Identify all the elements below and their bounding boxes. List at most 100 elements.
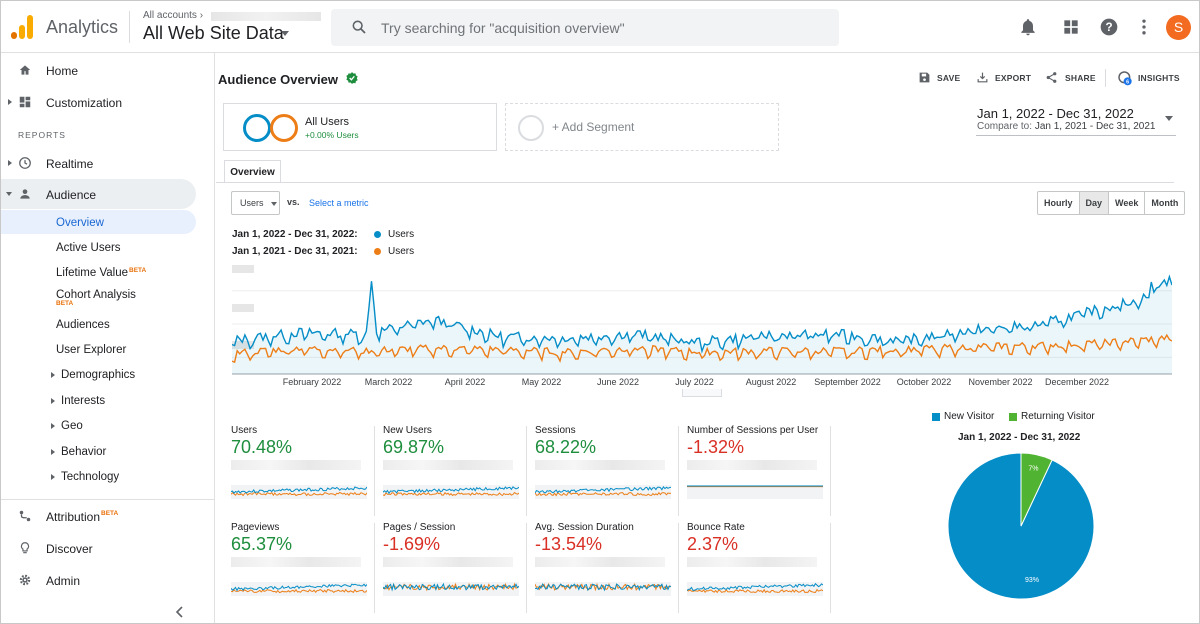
sidebar-item-interests[interactable]: Interests bbox=[61, 395, 106, 407]
legend-range-previous: Jan 1, 2021 - Dec 31, 2021: bbox=[232, 246, 358, 257]
metric-card-avg-session-duration[interactable]: Avg. Session Duration -13.54% bbox=[535, 522, 673, 602]
clock-icon bbox=[19, 157, 31, 169]
visitor-pie-chart[interactable]: 93% 7% bbox=[946, 451, 1096, 601]
users-line-chart[interactable]: February 2022 March 2022 April 2022 May 202… bbox=[232, 259, 1172, 389]
sidebar-item-overview[interactable]: Overview bbox=[56, 217, 104, 229]
metric-card-number-of-sessions-per-user[interactable]: Number of Sessions per User -1.32% bbox=[687, 425, 825, 505]
save-button[interactable]: SAVE bbox=[937, 73, 961, 83]
divider bbox=[129, 11, 130, 43]
metric-card-new-users[interactable]: New Users 69.87% bbox=[383, 425, 521, 505]
sidebar-item-customization[interactable]: Customization bbox=[1, 87, 197, 117]
metric-card-pageviews[interactable]: Pageviews 65.37% bbox=[231, 522, 369, 602]
sidebar-item-audiences[interactable]: Audiences bbox=[56, 319, 110, 331]
legend-dot-icon bbox=[374, 248, 381, 255]
sidebar-item-admin[interactable]: Admin bbox=[1, 565, 197, 595]
analytics-logo-icon[interactable] bbox=[11, 15, 33, 39]
apps-grid-icon[interactable] bbox=[1061, 17, 1081, 37]
sidebar-item-discover[interactable]: Discover bbox=[1, 533, 197, 563]
legend-dot-icon bbox=[374, 231, 381, 238]
account-breadcrumb[interactable]: All accounts › bbox=[143, 10, 204, 21]
avatar[interactable]: S bbox=[1166, 15, 1191, 40]
share-button[interactable]: SHARE bbox=[1065, 73, 1096, 83]
sparkline-current bbox=[535, 486, 671, 494]
select-metric-link[interactable]: Select a metric bbox=[309, 198, 369, 208]
x-tick-label: May 2022 bbox=[522, 377, 562, 387]
sidebar-item-user-explorer[interactable]: User Explorer bbox=[56, 344, 127, 356]
search-bar[interactable] bbox=[331, 9, 839, 46]
sidebar-item-behavior[interactable]: Behavior bbox=[61, 446, 107, 458]
metric-value: -1.32% bbox=[687, 437, 745, 457]
divider bbox=[374, 426, 375, 516]
sparkline-current bbox=[231, 583, 367, 592]
granularity-month-button[interactable]: Month bbox=[1151, 198, 1179, 208]
granularity-day-button[interactable]: Day bbox=[1079, 192, 1110, 214]
pie-slice-returning-visitor[interactable] bbox=[1020, 452, 1053, 527]
metric-name: New Users bbox=[383, 425, 432, 436]
granularity-week-button[interactable]: Week bbox=[1109, 192, 1146, 214]
sidebar-item-technology[interactable]: Technology bbox=[61, 471, 120, 483]
metric-card-pages-session[interactable]: Pages / Session -1.69% bbox=[383, 522, 521, 602]
metric-name: Avg. Session Duration bbox=[535, 522, 634, 533]
expand-arrow-icon bbox=[51, 372, 55, 378]
chevron-left-icon[interactable] bbox=[175, 606, 185, 618]
tab-overview[interactable]: Overview bbox=[224, 160, 281, 183]
chart-expand-handle[interactable] bbox=[682, 389, 722, 397]
sidebar-item-audience[interactable]: Audience bbox=[1, 179, 197, 209]
search-input[interactable] bbox=[381, 9, 821, 46]
share-icon bbox=[1046, 72, 1057, 83]
bell-icon[interactable] bbox=[1018, 17, 1038, 37]
metric-card-users[interactable]: Users 70.48% bbox=[231, 425, 369, 505]
series-area-current bbox=[232, 276, 1172, 374]
metric-sparkline bbox=[231, 582, 367, 596]
date-range[interactable]: Jan 1, 2022 - Dec 31, 2022 bbox=[977, 106, 1134, 121]
redacted-metric-totals bbox=[383, 557, 513, 567]
add-segment-label: + Add Segment bbox=[552, 120, 635, 134]
sparkline-bg bbox=[383, 485, 519, 499]
home-icon bbox=[19, 65, 31, 75]
metric-sparkline bbox=[231, 485, 367, 499]
export-icon bbox=[977, 72, 988, 83]
insights-button[interactable]: INSIGHTS bbox=[1138, 73, 1180, 83]
segment-all-users[interactable]: All Users +0.00% Users bbox=[223, 103, 497, 151]
sparkline-current bbox=[383, 486, 519, 495]
sparkline-previous bbox=[383, 491, 519, 497]
sidebar-item-home[interactable]: Home bbox=[1, 55, 197, 85]
metric-card-bounce-rate[interactable]: Bounce Rate 2.37% bbox=[687, 522, 825, 602]
compare-range[interactable]: Compare to: Jan 1, 2021 - Dec 31, 2021 bbox=[977, 121, 1156, 132]
pie-slice-label: 7% bbox=[1028, 465, 1038, 472]
metric-name: Sessions bbox=[535, 425, 576, 436]
metric-value: 68.22% bbox=[535, 437, 597, 457]
caret-down-icon[interactable] bbox=[1165, 116, 1173, 121]
granularity-hourly-button[interactable]: Hourly bbox=[1038, 192, 1080, 214]
sidebar-item-active-users[interactable]: Active Users bbox=[56, 242, 121, 254]
x-tick-label: February 2022 bbox=[283, 377, 342, 387]
metric-card-sessions[interactable]: Sessions 68.22% bbox=[535, 425, 673, 505]
redacted-metric-totals bbox=[535, 460, 665, 470]
redacted-tick-label bbox=[232, 304, 254, 312]
property-selector[interactable]: All Web Site Data bbox=[143, 23, 284, 43]
add-segment-button[interactable]: + Add Segment bbox=[505, 103, 779, 151]
more-vert-icon[interactable] bbox=[1134, 17, 1154, 37]
sidebar-item-attribution[interactable]: AttributionBETA bbox=[1, 501, 197, 531]
metric-sparkline bbox=[535, 582, 671, 596]
expand-arrow-icon bbox=[8, 160, 12, 166]
sidebar-item-lifetime-value[interactable]: Lifetime ValueBETA bbox=[56, 267, 147, 279]
export-button[interactable]: EXPORT bbox=[995, 73, 1032, 83]
sidebar-item-realtime[interactable]: Realtime bbox=[1, 148, 197, 178]
caret-down-icon[interactable] bbox=[281, 31, 289, 36]
collapse-arrow-icon bbox=[6, 192, 12, 196]
svg-text:6: 6 bbox=[1126, 79, 1129, 85]
help-icon[interactable]: ? bbox=[1099, 17, 1119, 37]
sidebar-item-cohort-analysis[interactable]: Cohort Analysis bbox=[56, 289, 136, 301]
pie-title: Jan 1, 2022 - Dec 31, 2022 bbox=[958, 432, 1081, 443]
sidebar-item-geo[interactable]: Geo bbox=[61, 420, 83, 432]
x-tick-label: October 2022 bbox=[897, 377, 952, 387]
metric-value: -1.69% bbox=[383, 534, 441, 554]
person-icon bbox=[20, 189, 30, 199]
metric-select[interactable]: Users bbox=[231, 191, 280, 215]
divider bbox=[1105, 69, 1106, 87]
sidebar-item-demographics[interactable]: Demographics bbox=[61, 369, 136, 381]
metric-value: 2.37% bbox=[687, 534, 739, 554]
app-name: Analytics bbox=[46, 17, 119, 37]
